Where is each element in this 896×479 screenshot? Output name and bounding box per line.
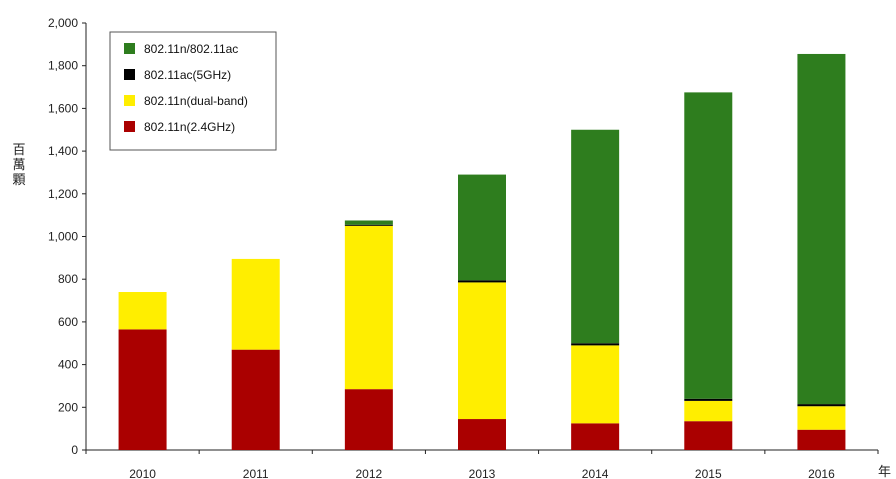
y-axis-title-char: 萬 xyxy=(12,158,25,173)
bar-segment xyxy=(684,400,733,422)
legend-label: 802.11ac(5GHz) xyxy=(144,68,231,82)
x-tick-label: 2010 xyxy=(129,467,156,479)
bars xyxy=(118,53,846,450)
y-tick-label: 800 xyxy=(58,272,78,286)
bar-segment xyxy=(458,419,506,450)
y-tick-label: 1,400 xyxy=(48,144,78,158)
y-tick-label: 1,600 xyxy=(48,101,78,115)
y-axis-title: 百萬顆 xyxy=(12,143,25,188)
x-tick-label: 2016 xyxy=(808,467,835,479)
bar-segment xyxy=(344,389,393,450)
y-tick-label: 200 xyxy=(58,400,78,414)
bar-segment xyxy=(571,345,620,424)
bar-segment xyxy=(231,258,280,350)
x-tick-label: 2011 xyxy=(243,467,269,479)
legend-label: 802.11n(dual-band) xyxy=(144,94,248,108)
bar-segment xyxy=(118,292,167,330)
bar-segment xyxy=(458,280,506,283)
legend-label: 802.11n/802.11ac xyxy=(144,42,238,56)
y-tick-label: 2,000 xyxy=(48,16,78,30)
bar-segment xyxy=(458,282,506,420)
y-tick-label: 1,200 xyxy=(48,187,78,201)
bar-segment xyxy=(344,224,393,226)
legend-box xyxy=(109,31,277,151)
bar-segment xyxy=(797,406,846,430)
bar-segment xyxy=(458,174,506,281)
x-tick-label: 2014 xyxy=(582,467,609,479)
x-tick-label: 2012 xyxy=(356,467,383,479)
x-tick-label: 2015 xyxy=(695,467,722,479)
y-tick-label: 600 xyxy=(58,315,78,329)
bar-segment xyxy=(797,404,846,407)
bar-segment xyxy=(797,53,846,405)
bar-segment xyxy=(797,429,846,450)
bar-segment xyxy=(344,220,393,225)
bar-segment xyxy=(118,329,167,450)
legend-swatch xyxy=(124,95,135,106)
y-tick-label: 1,000 xyxy=(48,230,78,244)
legend-swatch xyxy=(124,69,135,80)
bar-segment xyxy=(231,349,280,450)
y-axis-title-char: 百 xyxy=(12,143,25,158)
y-axis: 0 200 400 600 800 1,000 1,200 1,400 1,600 1,800 2,… xyxy=(48,16,87,457)
bar-segment xyxy=(344,225,393,390)
legend-swatch xyxy=(124,121,135,132)
legend-swatch xyxy=(124,43,135,54)
y-tick-label: 1,800 xyxy=(48,59,78,73)
legend-label: 802.11n(2.4GHz) xyxy=(144,120,235,134)
bar-segment xyxy=(684,421,733,450)
y-tick-label: 0 xyxy=(71,443,78,457)
bar-segment xyxy=(684,92,733,399)
y-axis-title-char: 顆 xyxy=(12,173,25,188)
x-axis: 2010 2011 2012 2013 2014 2015 2016 xyxy=(85,449,879,479)
y-tick-label: 400 xyxy=(58,358,78,372)
x-axis-unit: 年 xyxy=(878,465,891,479)
bar-segment xyxy=(684,398,733,401)
legend: 802.11n/802.11ac 802.11ac(5GHz) 802.11n(du… xyxy=(109,31,277,151)
bar-segment xyxy=(571,343,620,346)
bar-segment xyxy=(571,129,620,344)
bar-segment xyxy=(571,423,620,450)
x-tick-label: 2013 xyxy=(469,467,496,479)
